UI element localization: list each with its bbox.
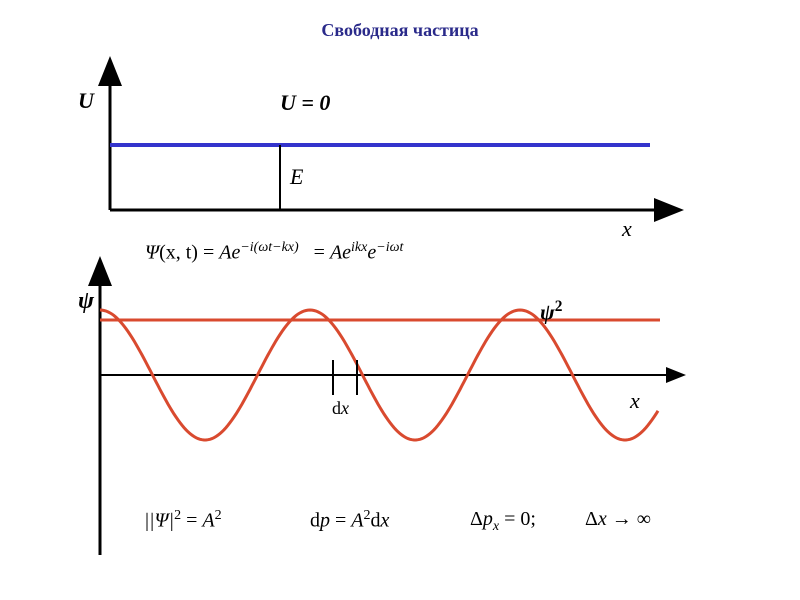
eq-psi2-s2: 2 (215, 508, 222, 523)
eq-dpx: Δpx = 0; (470, 508, 536, 535)
eq-dpx-eq: = 0; (499, 508, 536, 530)
label-dx: dx (332, 398, 349, 419)
eq-psi2-lhs: |Ψ| (149, 510, 174, 532)
eq-dx-arrow: → ∞ (607, 508, 651, 530)
eq-dpx-p: p (483, 508, 493, 530)
label-U0: U = 0 (280, 90, 330, 116)
label-psi2-base: ψ (540, 299, 555, 324)
eq1-eq: = (198, 242, 219, 264)
eq-dx-inf: Δx → ∞ (585, 508, 651, 531)
eq-dp-A: A (351, 510, 363, 532)
chart-potential (110, 80, 660, 210)
eq1-e3: e (367, 242, 376, 264)
label-x2: x (630, 388, 640, 414)
eq-psi2-eq: = (181, 510, 202, 532)
eq-dp-sup: 2 (364, 508, 371, 523)
equation-wavefunction: Ψ(x, t) = Ae−i(ωt−kx) = Aeikxe−iωt (145, 240, 403, 265)
eq-dp: dp = A2dx (310, 508, 389, 533)
eq1-args: (x, t) (159, 242, 198, 264)
eq1-psi: Ψ (145, 242, 159, 264)
label-x1: x (622, 216, 632, 242)
label-psi2: ψ2 (540, 298, 562, 325)
eq1-A: A (219, 242, 231, 264)
label-psi2-sup: 2 (555, 298, 563, 315)
eq-psi2-A: A (202, 510, 214, 532)
eq-dp-eq: = (330, 510, 351, 532)
eq1-e: e (231, 242, 240, 264)
eq-dp-x: x (381, 510, 390, 532)
label-dx-x: x (341, 398, 349, 418)
eq1-exp1: −i(ωt−kx) (240, 240, 298, 255)
label-U: U (78, 88, 94, 114)
diagram-svg (0, 0, 800, 600)
label-E: E (290, 164, 303, 190)
eq-dp-d2: d (371, 510, 381, 532)
eq1-e2: e (342, 242, 351, 264)
eq1-mid: = (309, 242, 330, 264)
eq-psi-squared: ||Ψ|2 = A2 (145, 508, 222, 533)
eq-dp-d1: d (310, 510, 320, 532)
label-psi: ψ (78, 288, 94, 315)
eq-dpx-d: Δ (470, 508, 483, 530)
eq1-exp2: ikx (351, 240, 367, 255)
eq1-exp3: −iωt (376, 240, 403, 255)
eq-dp-p: p (320, 510, 330, 532)
eq1-A2: A (330, 242, 342, 264)
eq-dx-d: Δ (585, 508, 598, 530)
eq-dx-x: x (598, 508, 607, 530)
